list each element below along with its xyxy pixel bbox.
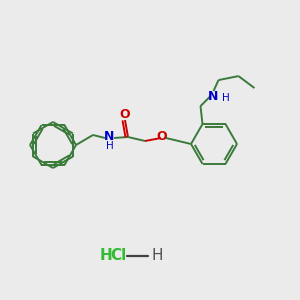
Text: Cl: Cl: [110, 248, 126, 263]
Text: O: O: [157, 130, 167, 143]
Text: H: H: [151, 248, 163, 263]
Text: N: N: [104, 130, 114, 143]
Text: H: H: [222, 93, 230, 103]
Text: O: O: [120, 107, 130, 121]
Text: N: N: [208, 90, 219, 103]
Text: H: H: [100, 248, 112, 263]
Text: H: H: [106, 141, 114, 151]
